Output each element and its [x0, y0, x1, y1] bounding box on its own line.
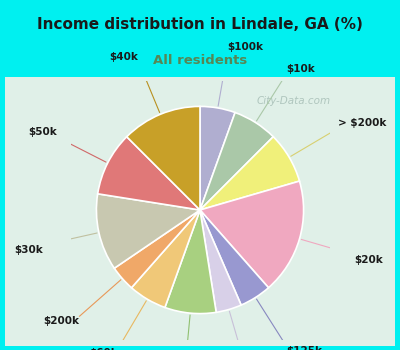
Wedge shape [200, 137, 300, 210]
Wedge shape [127, 106, 200, 210]
Text: $10k: $10k [286, 64, 315, 75]
Text: All residents: All residents [153, 54, 247, 66]
Text: City-Data.com: City-Data.com [257, 96, 331, 106]
Text: $200k: $200k [44, 316, 80, 326]
Text: $30k: $30k [14, 245, 43, 255]
Wedge shape [200, 181, 304, 288]
Text: Income distribution in Lindale, GA (%): Income distribution in Lindale, GA (%) [37, 17, 363, 32]
Text: $20k: $20k [354, 255, 383, 265]
Wedge shape [132, 210, 200, 308]
Wedge shape [114, 210, 200, 288]
Wedge shape [165, 210, 216, 314]
Wedge shape [96, 194, 200, 268]
Text: > $200k: > $200k [338, 118, 386, 128]
Wedge shape [200, 112, 273, 210]
Wedge shape [200, 210, 268, 305]
Wedge shape [200, 210, 241, 312]
Text: $100k: $100k [228, 42, 264, 52]
Wedge shape [200, 106, 235, 210]
Text: $40k: $40k [110, 52, 138, 62]
Wedge shape [98, 137, 200, 210]
Text: $50k: $50k [28, 127, 57, 137]
Text: $60k: $60k [90, 348, 118, 350]
Text: $125k: $125k [286, 345, 322, 350]
